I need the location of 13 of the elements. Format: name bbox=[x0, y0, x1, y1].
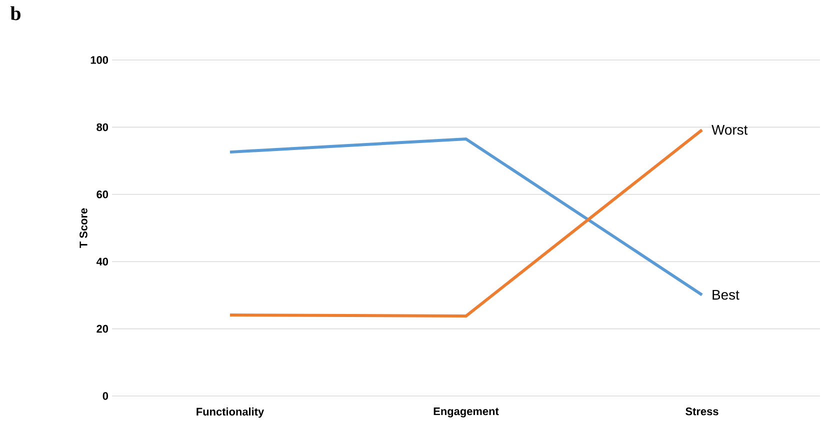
y-tick-label: 80 bbox=[96, 123, 108, 132]
y-tick-label: 20 bbox=[96, 324, 108, 333]
chart-title: b bbox=[10, 6, 20, 20]
x-tick-label: Engagement bbox=[434, 408, 499, 418]
y-tick-label: 40 bbox=[96, 258, 108, 266]
y-tick-label: 100 bbox=[90, 56, 108, 64]
x-tick-label: Functionality bbox=[196, 408, 264, 418]
series-label: Worst bbox=[712, 125, 748, 135]
y-tick-label: 60 bbox=[96, 190, 108, 198]
x-tick-label: Stress bbox=[686, 408, 718, 416]
y-axis-title: T Score bbox=[80, 208, 88, 248]
series-label: Best bbox=[712, 290, 740, 300]
y-tick-label: 0 bbox=[102, 392, 108, 400]
